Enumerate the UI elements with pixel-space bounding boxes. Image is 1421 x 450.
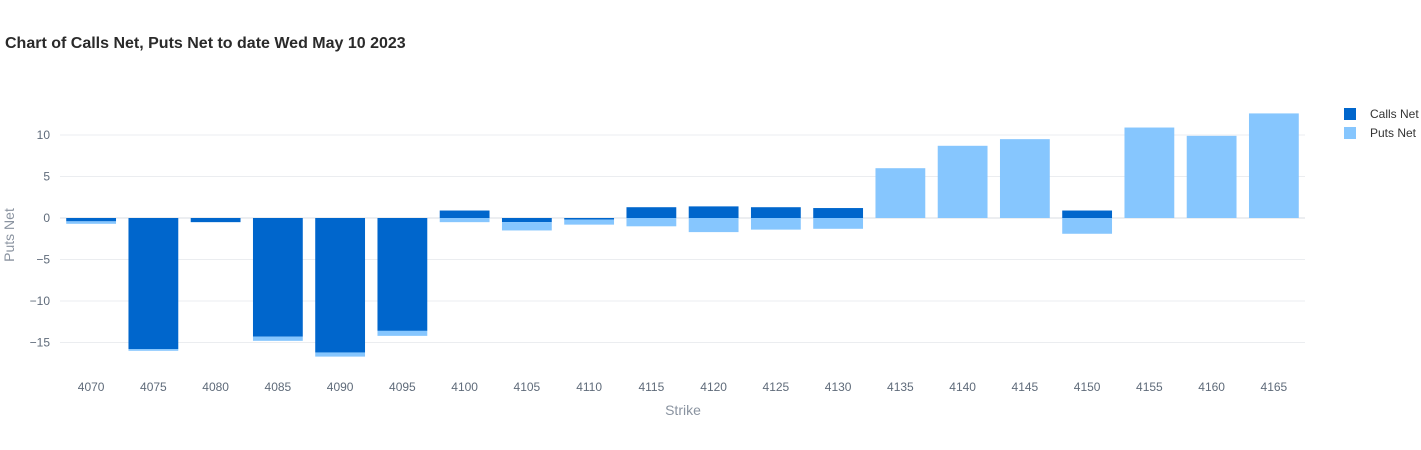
bar-calls-net-4080[interactable] [190, 218, 241, 223]
bars [66, 113, 1299, 357]
bar-puts-net-4095[interactable] [377, 330, 428, 336]
bar-calls-net-4125[interactable] [750, 207, 801, 218]
y-axis-title: Puts Net [1, 208, 17, 262]
bar-puts-net-4150[interactable] [1062, 218, 1113, 234]
x-tick-label: 4090 [327, 380, 354, 394]
bar-puts-net-4125[interactable] [750, 218, 801, 230]
x-tick-label: 4130 [825, 380, 852, 394]
x-tick-label: 4165 [1261, 380, 1288, 394]
x-tick-label: 4160 [1198, 380, 1225, 394]
bar-calls-net-4070[interactable] [66, 218, 117, 222]
bar-calls-net-4130[interactable] [813, 208, 864, 218]
x-tick-label: 4120 [700, 380, 727, 394]
y-tick-label: −15 [30, 336, 51, 350]
x-tick-label: 4135 [887, 380, 914, 394]
bar-calls-net-4100[interactable] [439, 210, 490, 218]
legend-swatch [1344, 108, 1356, 120]
bar-puts-net-4120[interactable] [688, 218, 739, 233]
bar-puts-net-4110[interactable] [564, 219, 615, 225]
bar-calls-net-4150[interactable] [1062, 210, 1113, 218]
bar-puts-net-4085[interactable] [252, 336, 303, 341]
bar-calls-net-4120[interactable] [688, 206, 739, 218]
bar-puts-net-4100[interactable] [439, 218, 490, 223]
bar-puts-net-4070[interactable] [66, 221, 117, 224]
x-tick-label: 4070 [78, 380, 105, 394]
bar-puts-net-4115[interactable] [626, 218, 677, 227]
x-tick-label: 4150 [1074, 380, 1101, 394]
x-tick-label: 4145 [1012, 380, 1039, 394]
legend-item-label[interactable]: Calls Net [1370, 107, 1419, 121]
x-tick-label: 4125 [763, 380, 790, 394]
x-axis-title: Strike [665, 402, 701, 418]
bar-calls-net-4090[interactable] [315, 218, 366, 353]
x-tick-label: 4155 [1136, 380, 1163, 394]
bar-calls-net-4075[interactable] [128, 218, 179, 350]
x-tick-label: 4110 [576, 380, 602, 394]
bar-calls-net-4105[interactable] [501, 218, 552, 223]
y-tick-label: 5 [43, 170, 50, 184]
x-tick-label: 4105 [514, 380, 541, 394]
x-tick-label: 4100 [451, 380, 478, 394]
bar-puts-net-4140[interactable] [937, 145, 988, 218]
bar-puts-net-4135[interactable] [875, 168, 926, 218]
x-tick-label: 4095 [389, 380, 416, 394]
bar-puts-net-4130[interactable] [813, 218, 864, 229]
y-tick-label: −5 [36, 253, 50, 267]
bar-puts-net-4145[interactable] [999, 139, 1050, 218]
x-tick-label: 4080 [202, 380, 229, 394]
bar-calls-net-4110[interactable] [564, 218, 615, 220]
y-tick-label: 10 [37, 128, 51, 142]
legend-item-label[interactable]: Puts Net [1370, 126, 1417, 140]
bar-puts-net-4155[interactable] [1124, 127, 1175, 218]
gridlines [60, 134, 1305, 343]
x-tick-label: 4140 [949, 380, 976, 394]
x-tick-label: 4075 [140, 380, 167, 394]
bar-calls-net-4115[interactable] [626, 207, 677, 218]
bar-calls-net-4095[interactable] [377, 218, 428, 331]
y-tick-label: −10 [30, 294, 51, 308]
bar-puts-net-4165[interactable] [1248, 113, 1299, 218]
legend-swatch [1344, 127, 1356, 139]
y-tick-label: 0 [43, 211, 50, 225]
bar-puts-net-4090[interactable] [315, 352, 366, 357]
bar-puts-net-4160[interactable] [1186, 135, 1237, 218]
legend: Calls Net Puts Net [1344, 107, 1419, 140]
y-tick-labels: −15 −10 −5 0 5 10 [30, 128, 51, 350]
bar-puts-net-4105[interactable] [501, 222, 552, 231]
bar-puts-net-4075[interactable] [128, 349, 179, 351]
x-tick-label: 4115 [638, 380, 664, 394]
x-tick-labels: 4070 4075 4080 4085 4090 4095 4100 4105 4110 4115… [78, 380, 1288, 394]
chart-title: Chart of Calls Net, Puts Net to date Wed… [5, 35, 406, 52]
x-tick-label: 4085 [265, 380, 292, 394]
bar-calls-net-4085[interactable] [252, 218, 303, 337]
